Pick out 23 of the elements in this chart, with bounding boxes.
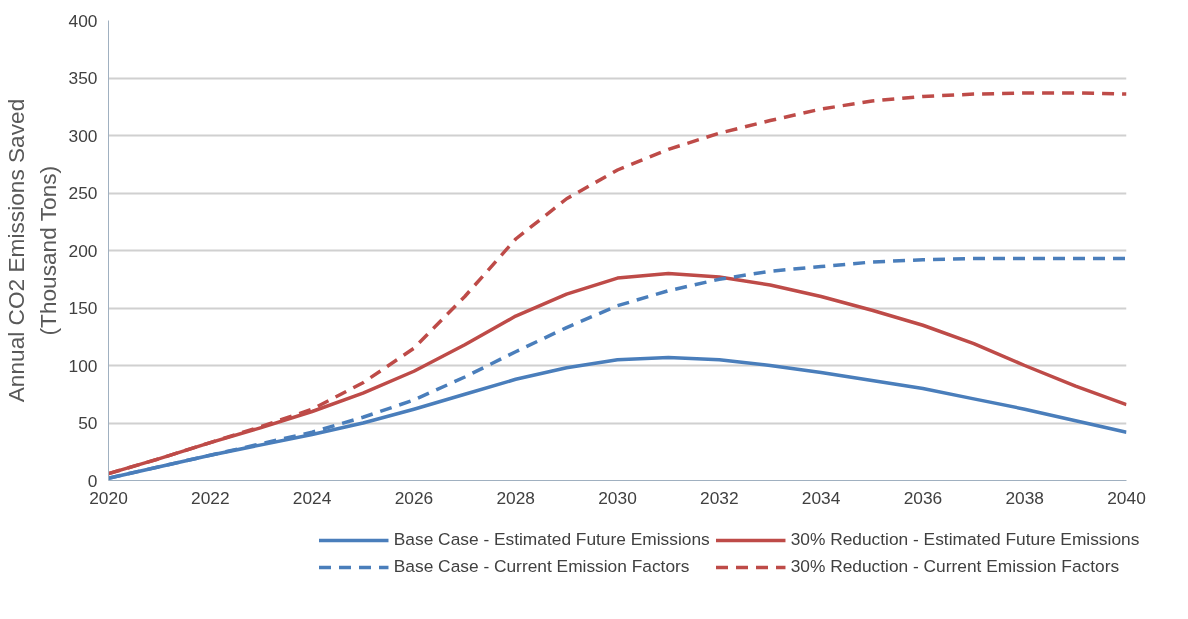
x-tick-label: 2034 (801, 487, 841, 508)
y-axis-title: Annual CO2 Emissions Saved (Thousand Tons) (3, 98, 61, 403)
x-tick-label: 2038 (1005, 487, 1044, 508)
x-tick-label: 2030 (598, 487, 637, 508)
x-tick-label: 2036 (903, 487, 943, 508)
x-tick-label: 2032 (700, 487, 739, 508)
y-tick-label: 150 (68, 298, 98, 318)
legend-label: Base Case - Current Emission Factors (393, 556, 690, 577)
legend-label: 30% Reduction - Estimated Future Emissions (790, 529, 1140, 550)
y-tick-label: 300 (68, 125, 98, 146)
x-tick-label: 2028 (496, 487, 535, 508)
y-tick-label: 400 (68, 10, 98, 31)
legend-label: 30% Reduction - Current Emission Factors (790, 556, 1120, 577)
x-tick-label: 2022 (191, 487, 230, 508)
x-tick-label: 2040 (1107, 487, 1146, 508)
y-tick-label: 250 (68, 183, 98, 203)
y-tick-label: 350 (68, 68, 98, 88)
y-tick-label: 100 (68, 355, 98, 376)
x-tick-label: 2026 (394, 487, 434, 508)
y-tick-label: 200 (68, 240, 98, 261)
y-tick-label: 50 (78, 413, 98, 433)
x-tick-label: 2024 (292, 487, 332, 508)
legend-label: Base Case - Estimated Future Emissions (393, 529, 710, 550)
